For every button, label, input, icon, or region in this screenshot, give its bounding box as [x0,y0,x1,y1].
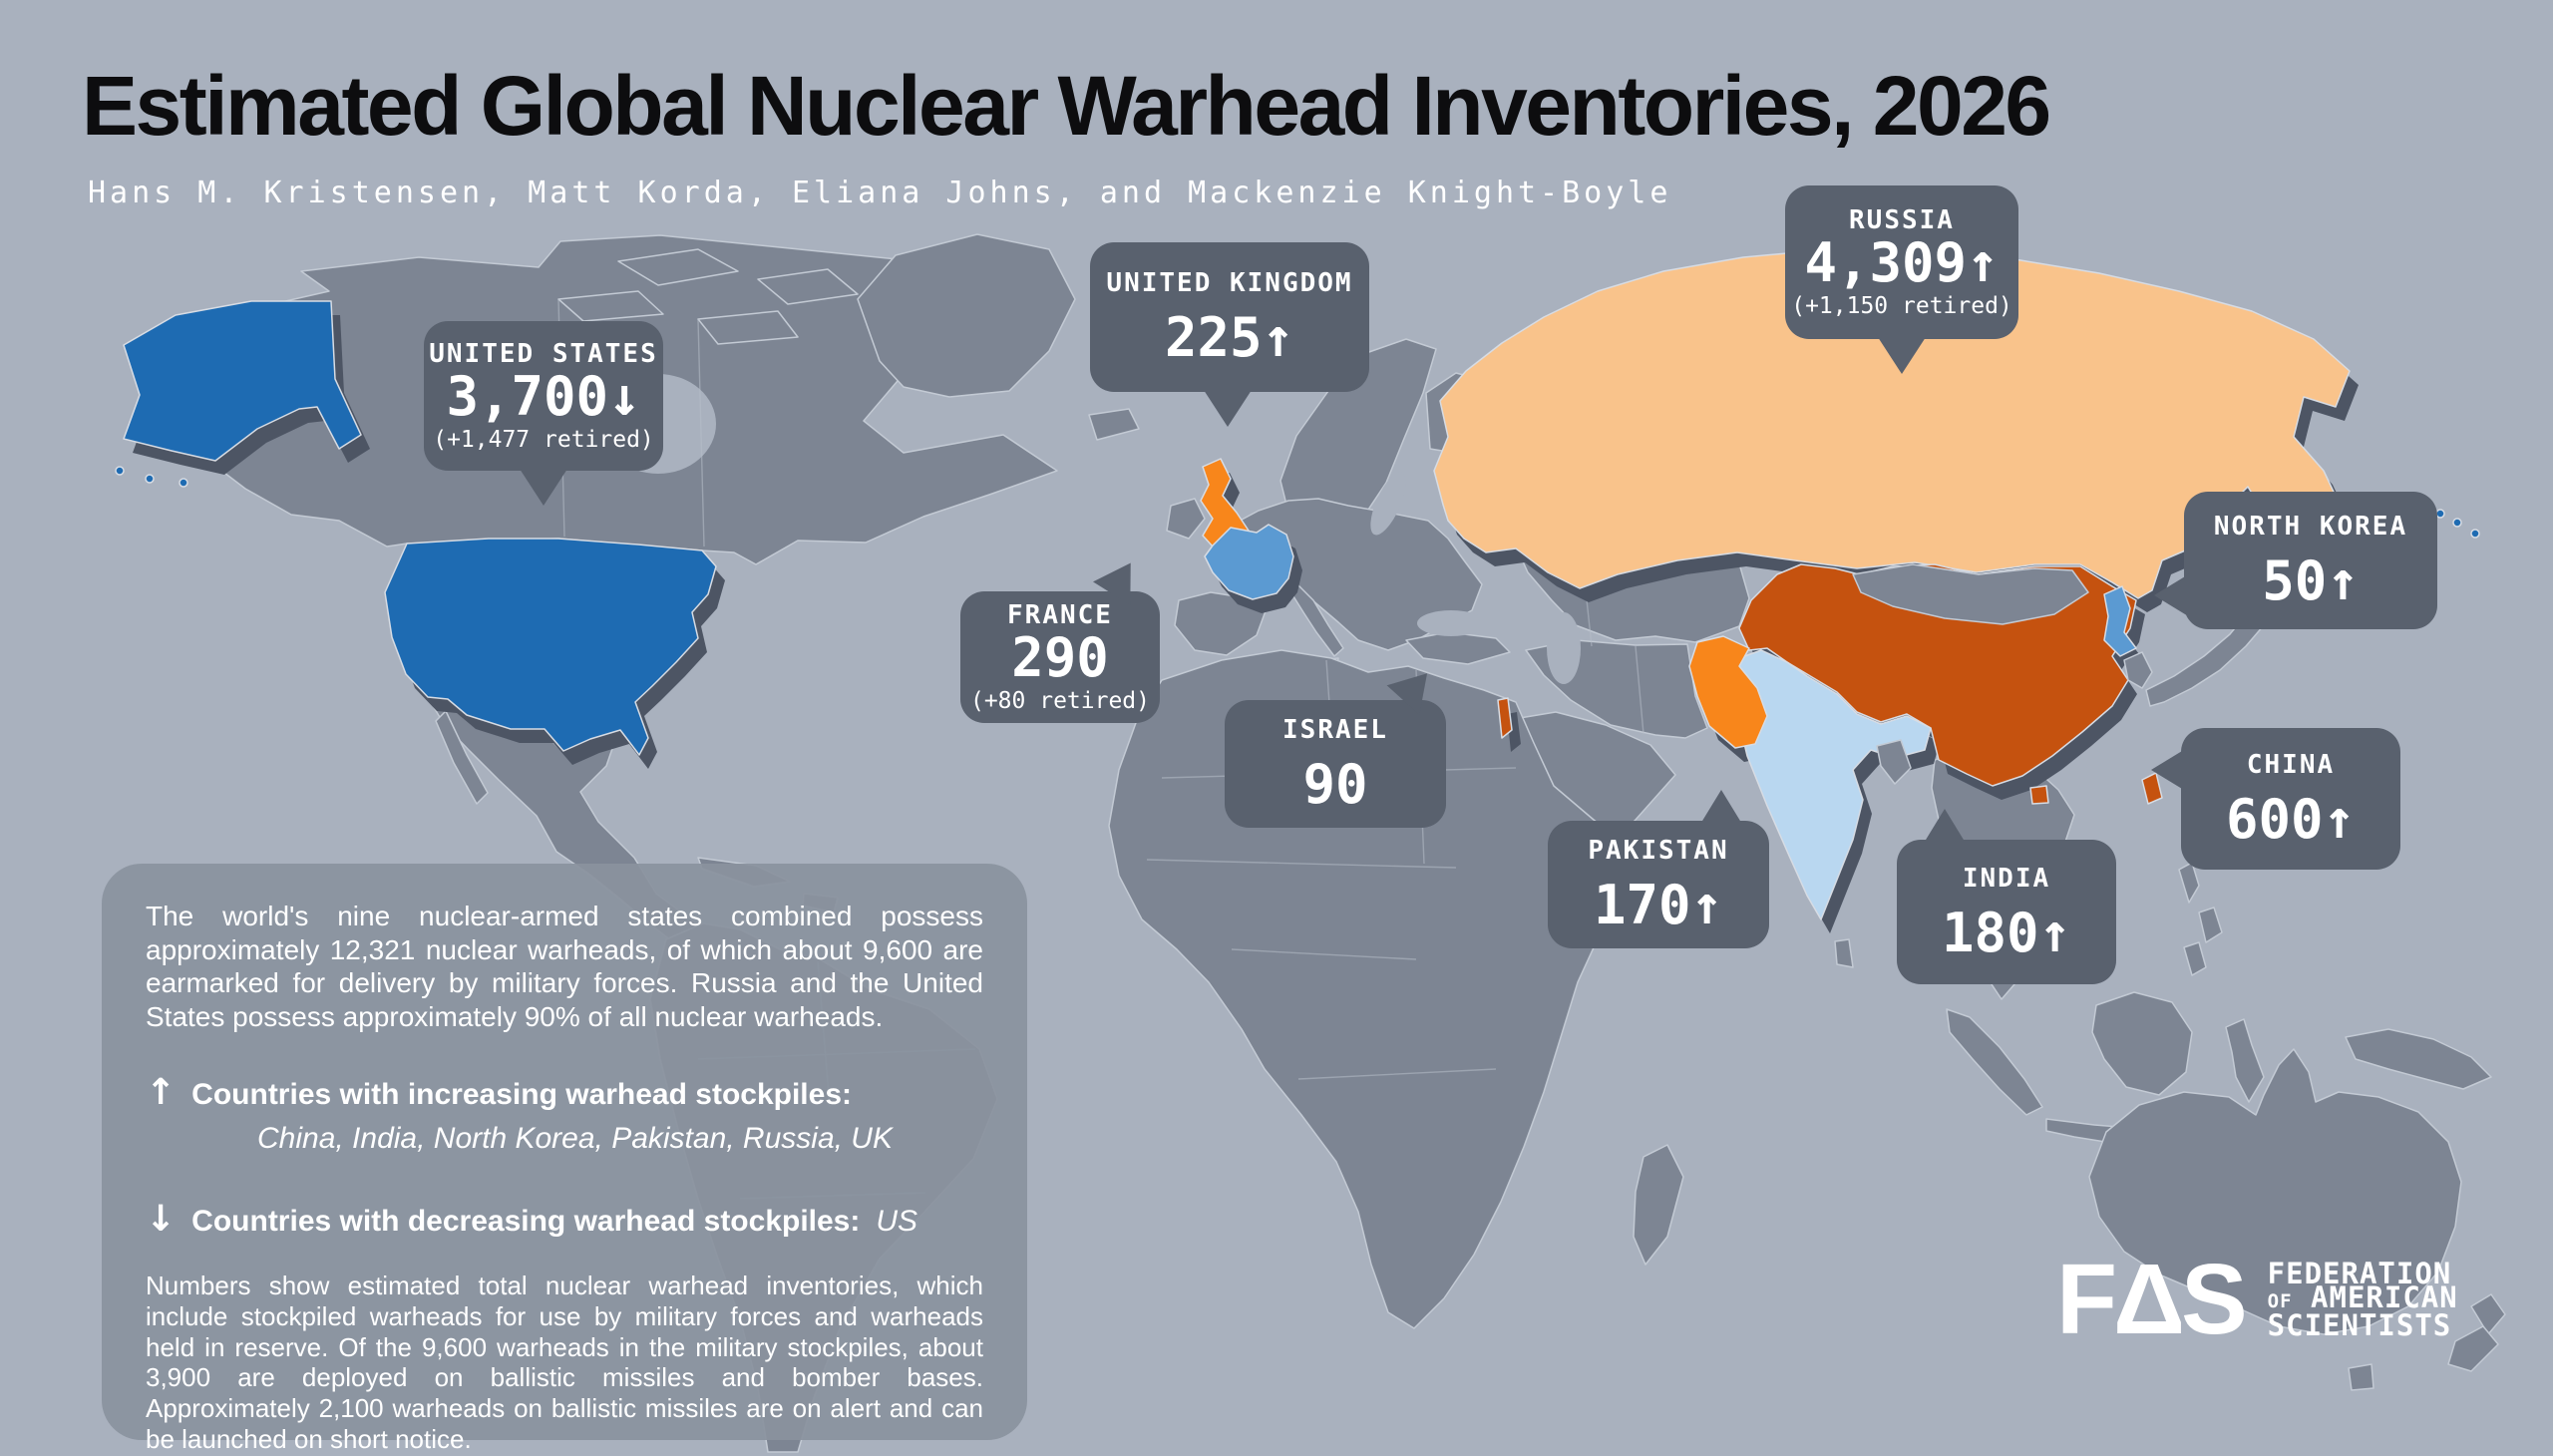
map-greenland [857,233,1076,398]
callout-country-label: RUSSIA [1849,204,1955,235]
callout-value: 50↑ [2262,549,2360,613]
map-new-zealand [2447,1325,2499,1372]
callout-tail [1876,334,1928,377]
map-philippines [2183,941,2207,976]
authors-line: Hans M. Kristensen, Matt Korda, Eliana J… [88,176,1672,210]
map-arctic-island [557,290,664,322]
callout-india: INDIA 180↑ [1897,809,2116,984]
callout-united-kingdom: UNITED KINGDOM 225↑ [1090,242,1369,427]
map-arctic-island [757,268,859,305]
callout-country-label: PAKISTAN [1588,836,1729,867]
callout-retired: (+1,477 retired) [433,427,654,454]
map-turkey [1405,631,1511,665]
map-bangladesh [1876,739,1912,785]
callout-country-label: FRANCE [1007,599,1113,630]
callout-france: FRANCE 290 (+80 retired) [960,548,1160,723]
fas-logo-mark: FΔS [2056,1244,2248,1355]
map-iberia [1174,591,1268,656]
increasing-label: Countries with increasing warhead stockp… [191,1078,853,1112]
callout-value: 3,700↓ [446,364,641,428]
callout-tail [2148,748,2187,792]
callout-retired: (+1,150 retired) [1791,293,2012,320]
callout-israel: ISRAEL 90 [1225,656,1446,828]
callout-tail [1699,787,1743,826]
callout-tail [518,466,569,509]
callout-country-label: UNITED STATES [429,338,658,369]
info-panel: The world's nine nuclear-armed states co… [102,864,1027,1454]
fas-logo-line3: SCIENTISTS [2267,1308,2452,1342]
map-italy [1292,584,1344,657]
map-new-guinea [2345,1028,2492,1090]
callout-value: 180↑ [1941,901,2072,964]
map-mongolia [1852,563,2089,625]
callout-value: 90 [1302,753,1368,817]
fas-logo: FΔS FEDERATION OF AMERICAN SCIENTISTS [2056,1244,2458,1355]
callout-tail [1923,806,1967,845]
page-title: Estimated Global Nuclear Warhead Invento… [82,59,2051,153]
callout-north-korea: NORTH KOREA 50↑ [2154,492,2437,629]
increasing-legend-row: ↑ Countries with increasing warhead stoc… [146,1075,983,1112]
callout-pakistan: PAKISTAN 170↑ [1548,790,1769,948]
fas-logo-american: AMERICAN [2311,1280,2458,1314]
callout-value: 600↑ [2225,788,2357,852]
callout-united-states: UNITED STATES 3,700↓ (+1,477 retired) [424,321,663,506]
map-borneo [2091,991,2193,1096]
callout-retired: (+80 retired) [969,688,1150,715]
map-arctic-island [697,310,799,345]
fas-logo-of: OF [2267,1290,2293,1312]
fas-logo-text: FEDERATION OF AMERICAN SCIENTISTS [2267,1257,2458,1342]
up-arrow-icon: ↑ [146,1072,177,1114]
callout-value: 4,309↑ [1804,230,2000,294]
map-philippines [2178,862,2200,904]
map-arctic-island [617,248,739,286]
down-arrow-icon: ↓ [146,1199,177,1241]
map-australia [2088,1048,2462,1335]
map-philippines [2198,907,2223,943]
decreasing-country-list: US [876,1205,918,1239]
callout-russia: RUSSIA 4,309↑ (+1,150 retired) [1785,185,2018,374]
callout-value: 170↑ [1593,874,1724,937]
callout-tail [1202,387,1254,430]
fas-logo-line2: OF AMERICAN [2267,1283,2458,1313]
callout-country-label: INDIA [1962,863,2051,894]
increasing-country-list: China, India, North Korea, Pakistan, Rus… [257,1122,893,1156]
map-sri-lanka [1834,938,1854,968]
map-hainan [2029,785,2049,805]
callout-tail [2151,573,2190,617]
map-new-zealand [2470,1293,2506,1335]
map-country-united-states [384,538,717,756]
callout-value: 290 [1011,625,1109,689]
map-south-korea [2123,651,2153,689]
map-madagascar [1633,1144,1684,1266]
map-sumatra [1946,1008,2043,1116]
map-sulawesi [2225,1018,2265,1103]
map-ireland [1166,498,1206,540]
callout-country-label: CHINA [2246,750,2336,781]
footnote-paragraph: Numbers show estimated total nuclear war… [146,1271,983,1454]
fas-logo-line1: FEDERATION [2267,1257,2452,1290]
map-tasmania [2348,1363,2374,1391]
callout-country-label: ISRAEL [1282,715,1388,746]
callout-country-label: NORTH KOREA [2213,512,2408,543]
summary-paragraph: The world's nine nuclear-armed states co… [146,901,983,1032]
map-baja [435,710,489,805]
decreasing-legend-row: ↓ Countries with decreasing warhead stoc… [146,1202,983,1239]
callout-value: 225↑ [1164,306,1295,370]
callout-country-label: UNITED KINGDOM [1106,268,1353,299]
callout-china: CHINA 600↑ [2151,728,2400,870]
map-iceland [1088,408,1140,441]
decreasing-label: Countries with decreasing warhead stockp… [191,1205,861,1239]
